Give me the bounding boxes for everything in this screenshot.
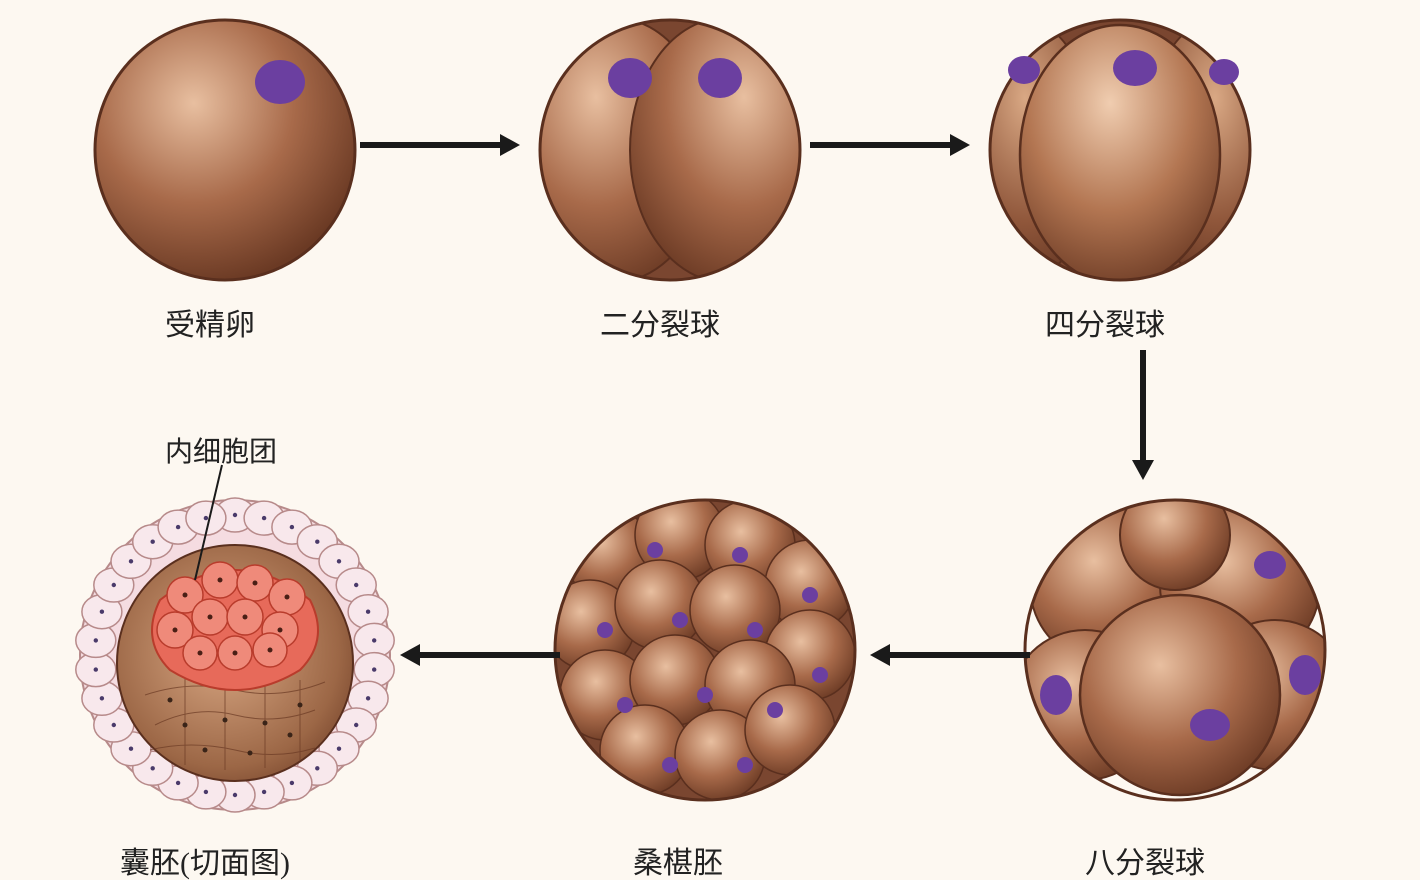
label-zygote: 受精卵 — [165, 300, 255, 344]
stage-morula — [550, 495, 860, 805]
stage-blastocyst — [75, 495, 395, 815]
label-morula: 桑椹胚 — [633, 838, 723, 880]
arrow-3 — [1128, 350, 1158, 480]
stage-eight-cell — [1020, 495, 1330, 805]
label-blastocyst: 囊胚(切面图) — [120, 838, 290, 880]
arrow-5 — [400, 640, 560, 670]
arrow-4 — [870, 640, 1030, 670]
stage-two-cell — [530, 10, 810, 290]
label-two-cell: 二分裂球 — [600, 300, 720, 344]
inner-cell-mass — [152, 562, 318, 690]
label-eight-cell: 八分裂球 — [1085, 838, 1205, 880]
stage-zygote — [85, 10, 365, 290]
arrow-1 — [360, 130, 520, 160]
embryo-diagram: 受精卵 二分裂球 — [0, 0, 1420, 880]
annotation-icm: 内细胞团 — [165, 430, 277, 470]
arrow-2 — [810, 130, 970, 160]
stage-four-cell — [980, 10, 1260, 290]
label-four-cell: 四分裂球 — [1045, 300, 1165, 344]
